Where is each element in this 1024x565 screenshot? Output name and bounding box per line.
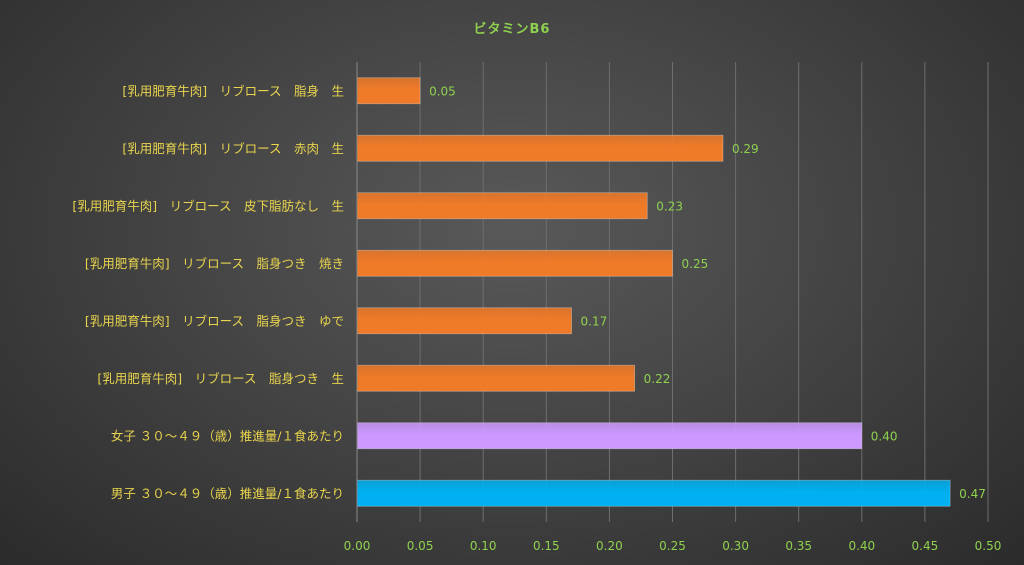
bars: 0.05 0.29 0.23 0.25 0.17 0.22 0.40 0.47 [356,77,986,507]
bar [356,134,724,162]
category-label: [乳用肥育牛肉] リブロース 脂身つき 焼き [85,256,344,271]
category-label: [乳用肥育牛肉] リブロース 脂身つき 生 [97,371,344,386]
category-label: [乳用肥育牛肉] リブロース 皮下脂肪なし 生 [72,198,344,213]
category-label: 男子 ３０～４９（歳）推進量/１食あたり [111,486,344,501]
x-tick-labels: 0.00 0.05 0.10 0.15 0.20 0.25 0.30 0.35 0.40 0.45… [344,539,1002,553]
grid-lines [419,62,989,522]
bar [356,249,673,277]
data-label: 0.22 [644,372,671,386]
category-label: [乳用肥育牛肉] リブロース 脂身 生 [122,83,344,98]
bar [356,77,421,105]
x-tick-label: 0.20 [596,539,623,553]
x-tick-label: 0.30 [722,539,749,553]
data-label: 0.05 [429,84,456,98]
category-label: [乳用肥育牛肉] リブロース 脂身つき ゆで [85,313,344,328]
x-tick-label: 0.10 [470,539,497,553]
bar [356,422,863,450]
x-tick-label: 0.00 [344,539,371,553]
x-tick-label: 0.40 [848,539,875,553]
category-label: 女子 ３０～４９（歳）推進量/１食あたり [111,428,344,443]
category-label: [乳用肥育牛肉] リブロース 赤肉 生 [122,141,344,156]
chart-title: ビタミンB6 [474,21,551,37]
data-label: 0.29 [732,142,759,156]
data-label: 0.17 [581,314,608,328]
bar [356,307,572,335]
data-label: 0.40 [871,429,898,443]
data-label: 0.23 [656,199,683,213]
x-tick-label: 0.50 [975,539,1002,553]
x-tick-label: 0.45 [912,539,939,553]
bar [356,364,636,392]
bar [356,192,648,220]
category-labels: [乳用肥育牛肉] リブロース 脂身 生 [乳用肥育牛肉] リブロース 赤肉 生 [乳… [72,83,344,501]
x-tick-label: 0.35 [785,539,812,553]
data-label: 0.47 [959,487,986,501]
x-tick-label: 0.15 [533,539,560,553]
bar [356,479,951,507]
x-tick-label: 0.05 [407,539,434,553]
x-tick-label: 0.25 [659,539,686,553]
data-label: 0.25 [682,257,709,271]
